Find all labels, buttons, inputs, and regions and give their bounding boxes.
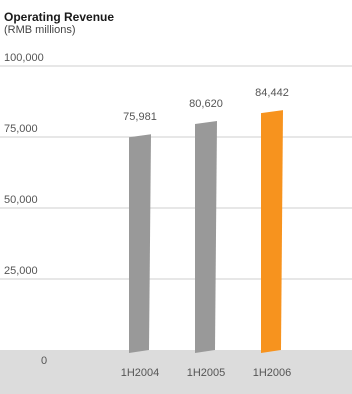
data-label: 84,442	[255, 87, 289, 99]
y-tick-label: 50,000	[4, 194, 38, 206]
y-tick-label: 75,000	[4, 123, 38, 135]
x-tick-label: 1H2006	[253, 367, 292, 379]
bar	[195, 121, 217, 353]
y-tick-label: 100,000	[4, 52, 44, 64]
chart-subtitle: (RMB millions)	[4, 24, 76, 36]
data-label: 80,620	[189, 98, 223, 110]
bar	[261, 110, 283, 353]
y-tick-label: 0	[41, 355, 47, 367]
data-label: 75,981	[123, 111, 157, 123]
x-tick-label: 1H2004	[121, 367, 160, 379]
y-tick-label: 25,000	[4, 265, 38, 277]
bar	[129, 134, 151, 353]
baseline-band	[0, 350, 352, 394]
chart-title: Operating Revenue	[4, 10, 115, 24]
x-tick-label: 1H2005	[187, 367, 226, 379]
